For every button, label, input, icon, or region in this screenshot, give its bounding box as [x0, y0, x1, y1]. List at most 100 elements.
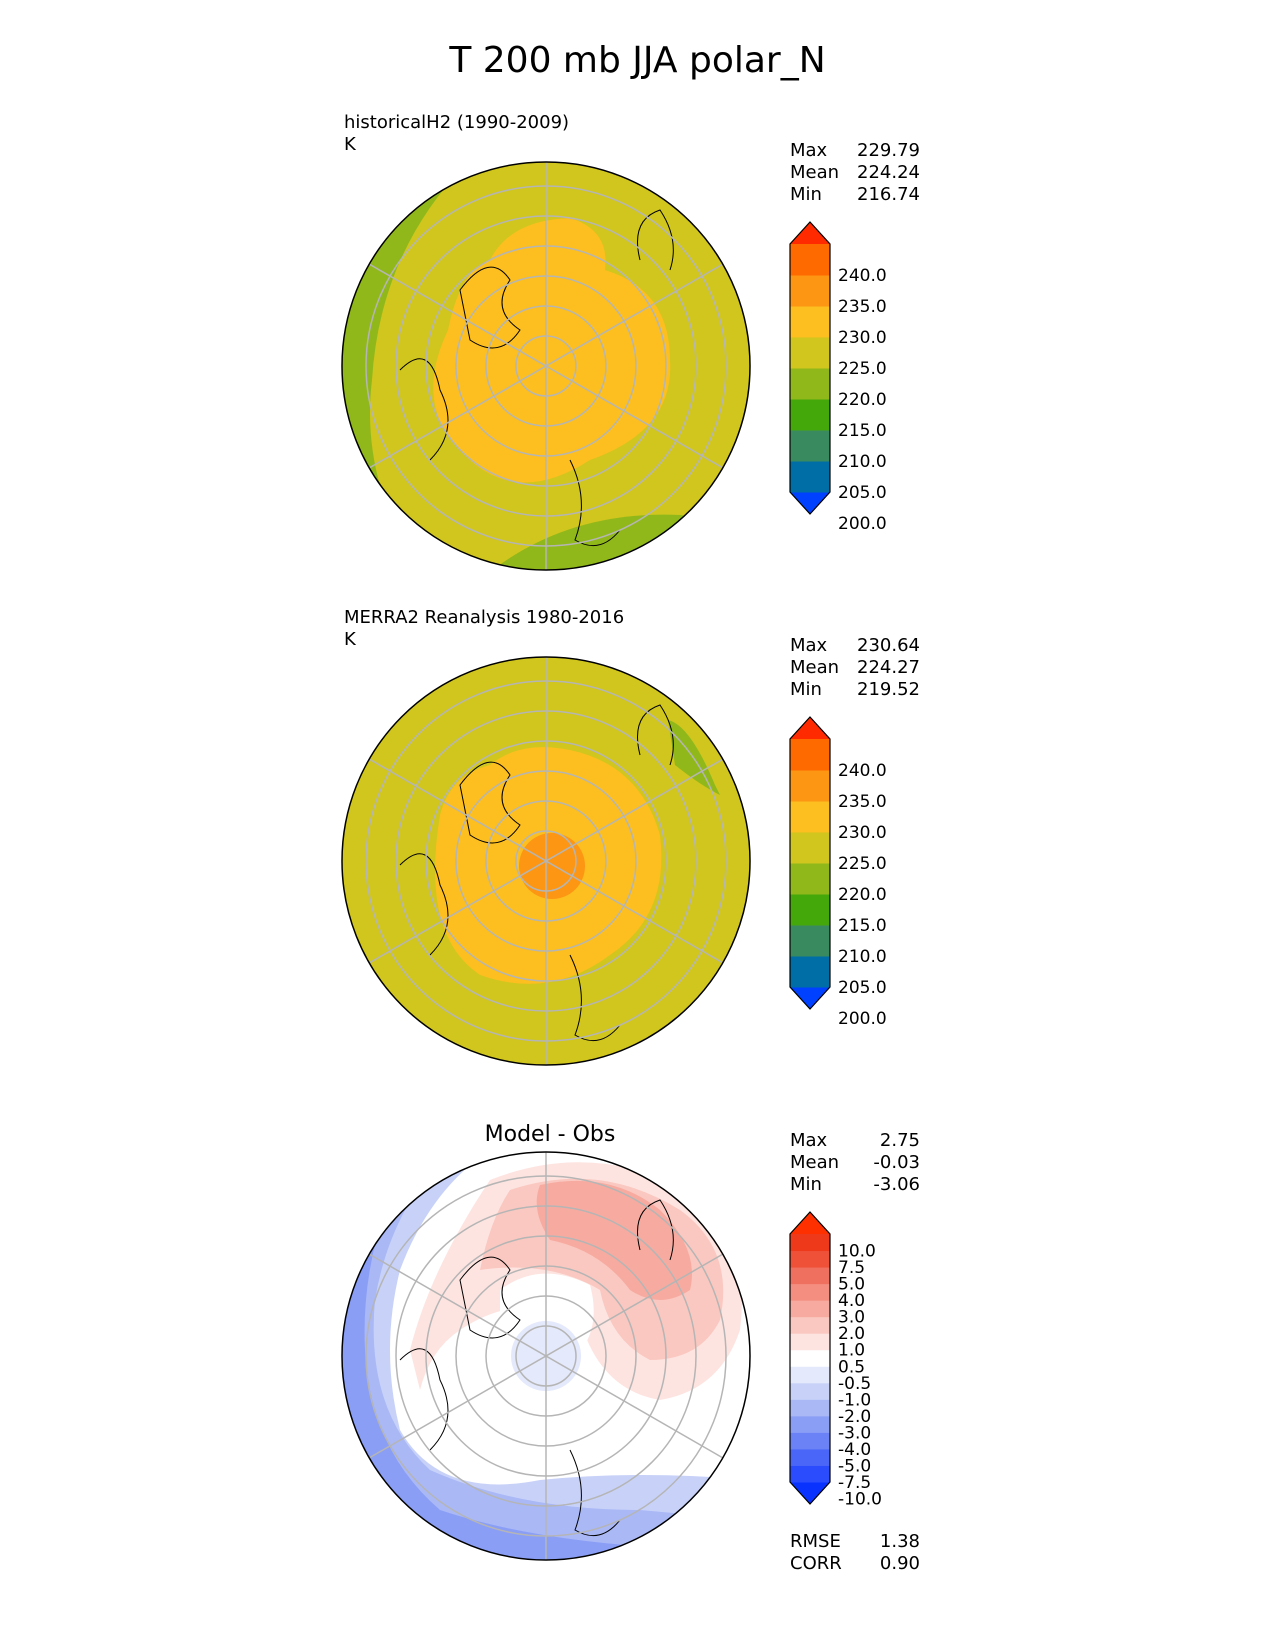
colorbar-tick-label: 205.0	[838, 483, 887, 503]
panel2-units: K	[344, 629, 356, 650]
colorbar-segment	[790, 1448, 830, 1466]
colorbar-tick-label: 240.0	[838, 761, 887, 781]
panel2-label: MERRA2 Reanalysis 1980-2016 K	[344, 607, 624, 651]
stat-min: Min -3.06	[790, 1174, 920, 1195]
colorbar-tick-label: 5.0	[838, 1275, 865, 1295]
colorbar-segment	[790, 1283, 830, 1301]
colorbar-tick-label: 225.0	[838, 359, 887, 379]
colorbar-tick-label: -3.0	[838, 1423, 871, 1443]
colorbar-segment	[790, 1234, 830, 1252]
panel1-polar-map	[341, 161, 751, 571]
colorbar-segment	[790, 1349, 830, 1367]
stat-mean: Mean 224.27	[790, 657, 920, 678]
colorbar-over-triangle	[790, 717, 830, 739]
colorbar-under-triangle	[790, 987, 830, 1009]
colorbar-tick-label: 215.0	[838, 916, 887, 936]
figure-title: T 200 mb JJA polar_N	[449, 40, 826, 81]
stat-max: Max 2.75	[790, 1130, 920, 1151]
colorbar-segment	[790, 244, 830, 276]
stat-min: Min 219.52	[790, 679, 920, 700]
panel1-colorbar: 240.0 235.0 230.0 225.0 220.0 215.0 210.0 205.0…	[789, 221, 887, 534]
colorbar-over-triangle	[790, 1212, 830, 1234]
colorbar-tick-label: -2.0	[838, 1407, 871, 1427]
colorbar-segment	[790, 337, 830, 369]
colorbar-under-triangle	[790, 492, 830, 514]
colorbar-tick-label: 210.0	[838, 452, 887, 472]
colorbar-segment	[790, 1267, 830, 1285]
colorbar-tick-label: -4.0	[838, 1440, 871, 1460]
colorbar-tick-label: 215.0	[838, 421, 887, 441]
colorbar-tick-label: 220.0	[838, 390, 887, 410]
colorbar-tick-label: 240.0	[838, 266, 887, 286]
colorbar-tick-label: 235.0	[838, 297, 887, 317]
stat-min: Min 216.74	[790, 184, 920, 205]
colorbar-tick-label: 220.0	[838, 885, 887, 905]
colorbar-tick-label: 4.0	[838, 1291, 865, 1311]
panel3-polar-map	[341, 1151, 751, 1561]
colorbar-segment	[790, 306, 830, 338]
colorbar-tick-label: 200.0	[838, 1009, 887, 1029]
colorbar-segment	[790, 430, 830, 462]
colorbar-under-triangle	[790, 1482, 830, 1504]
panel2-polar-map	[341, 656, 751, 1066]
colorbar-tick-label: -10.0	[838, 1490, 882, 1510]
stat-max: Max 229.79	[790, 140, 920, 161]
diff-panel-title: Model - Obs	[484, 1122, 616, 1147]
colorbar-tick-label: 225.0	[838, 854, 887, 874]
colorbar-tick-label: 2.0	[838, 1324, 865, 1344]
colorbar-tick-label: 7.5	[838, 1258, 865, 1278]
colorbar-over-triangle	[790, 222, 830, 244]
panel1-units: K	[344, 134, 356, 155]
colorbar-segment	[790, 275, 830, 307]
colorbar-segment	[790, 461, 830, 493]
colorbar-segment	[790, 1399, 830, 1417]
panel1-label: historicalH2 (1990-2009) K	[344, 112, 569, 156]
panel2-colorbar: 240.0 235.0 230.0 225.0 220.0 215.0 210.0 205.0…	[789, 716, 887, 1029]
colorbar-segment	[790, 399, 830, 431]
colorbar-tick-label: -7.5	[838, 1473, 871, 1493]
panel3-metrics: RMSE 1.38 CORR 0.90	[790, 1531, 920, 1575]
colorbar-outline	[789, 1211, 831, 1505]
stat-max: Max 230.64	[790, 635, 920, 656]
colorbar-tick-label: 205.0	[838, 978, 887, 998]
colorbar-tick-label: 10.0	[838, 1242, 876, 1262]
colorbar-outline	[789, 716, 831, 1010]
metric-rmse: RMSE 1.38	[790, 1531, 920, 1552]
colorbar-segment	[790, 925, 830, 957]
colorbar-segment	[790, 1300, 830, 1318]
colorbar-tick-label: -1.0	[838, 1390, 871, 1410]
colorbar-segment	[790, 1382, 830, 1400]
colorbar-segment	[790, 1465, 830, 1483]
colorbar-segment	[790, 1316, 830, 1334]
colorbar-tick-label: 3.0	[838, 1308, 865, 1328]
colorbar-segment	[790, 1333, 830, 1351]
colorbar-tick-label: 210.0	[838, 947, 887, 967]
colorbar-segment	[790, 739, 830, 771]
panel2-stats: Max 230.64 Mean 224.27 Min 219.52	[790, 635, 920, 701]
colorbar-segment	[790, 801, 830, 833]
colorbar-segment	[790, 894, 830, 926]
panel3-colorbar: 10.07.55.04.03.02.01.00.5-0.5-1.0-2.0-3.…	[789, 1211, 882, 1510]
colorbar-segment	[790, 863, 830, 895]
colorbar-tick-label: 230.0	[838, 823, 887, 843]
colorbar-tick-label: 200.0	[838, 514, 887, 534]
colorbar-tick-label: -5.0	[838, 1456, 871, 1476]
panel1-case-name: historicalH2 (1990-2009)	[344, 112, 570, 133]
metric-corr: CORR 0.90	[790, 1553, 920, 1574]
colorbar-tick-label: 1.0	[838, 1341, 865, 1361]
colorbar-segment	[790, 1432, 830, 1450]
colorbar-tick-label: 235.0	[838, 792, 887, 812]
colorbar-segment	[790, 1366, 830, 1384]
stat-mean: Mean -0.03	[790, 1152, 920, 1173]
panel3-stats: Max 2.75 Mean -0.03 Min -3.06	[790, 1130, 920, 1196]
stat-mean: Mean 224.24	[790, 162, 920, 183]
colorbar-tick-label: 0.5	[838, 1357, 865, 1377]
colorbar-tick-label: 230.0	[838, 328, 887, 348]
panel2-case-name: MERRA2 Reanalysis 1980-2016	[344, 607, 625, 628]
colorbar-tick-label: -0.5	[838, 1374, 871, 1394]
colorbar-outline	[789, 221, 831, 515]
colorbar-segment	[790, 1250, 830, 1268]
colorbar-segment	[790, 770, 830, 802]
panel1-stats: Max 229.79 Mean 224.24 Min 216.74	[790, 140, 920, 206]
colorbar-segment	[790, 368, 830, 400]
